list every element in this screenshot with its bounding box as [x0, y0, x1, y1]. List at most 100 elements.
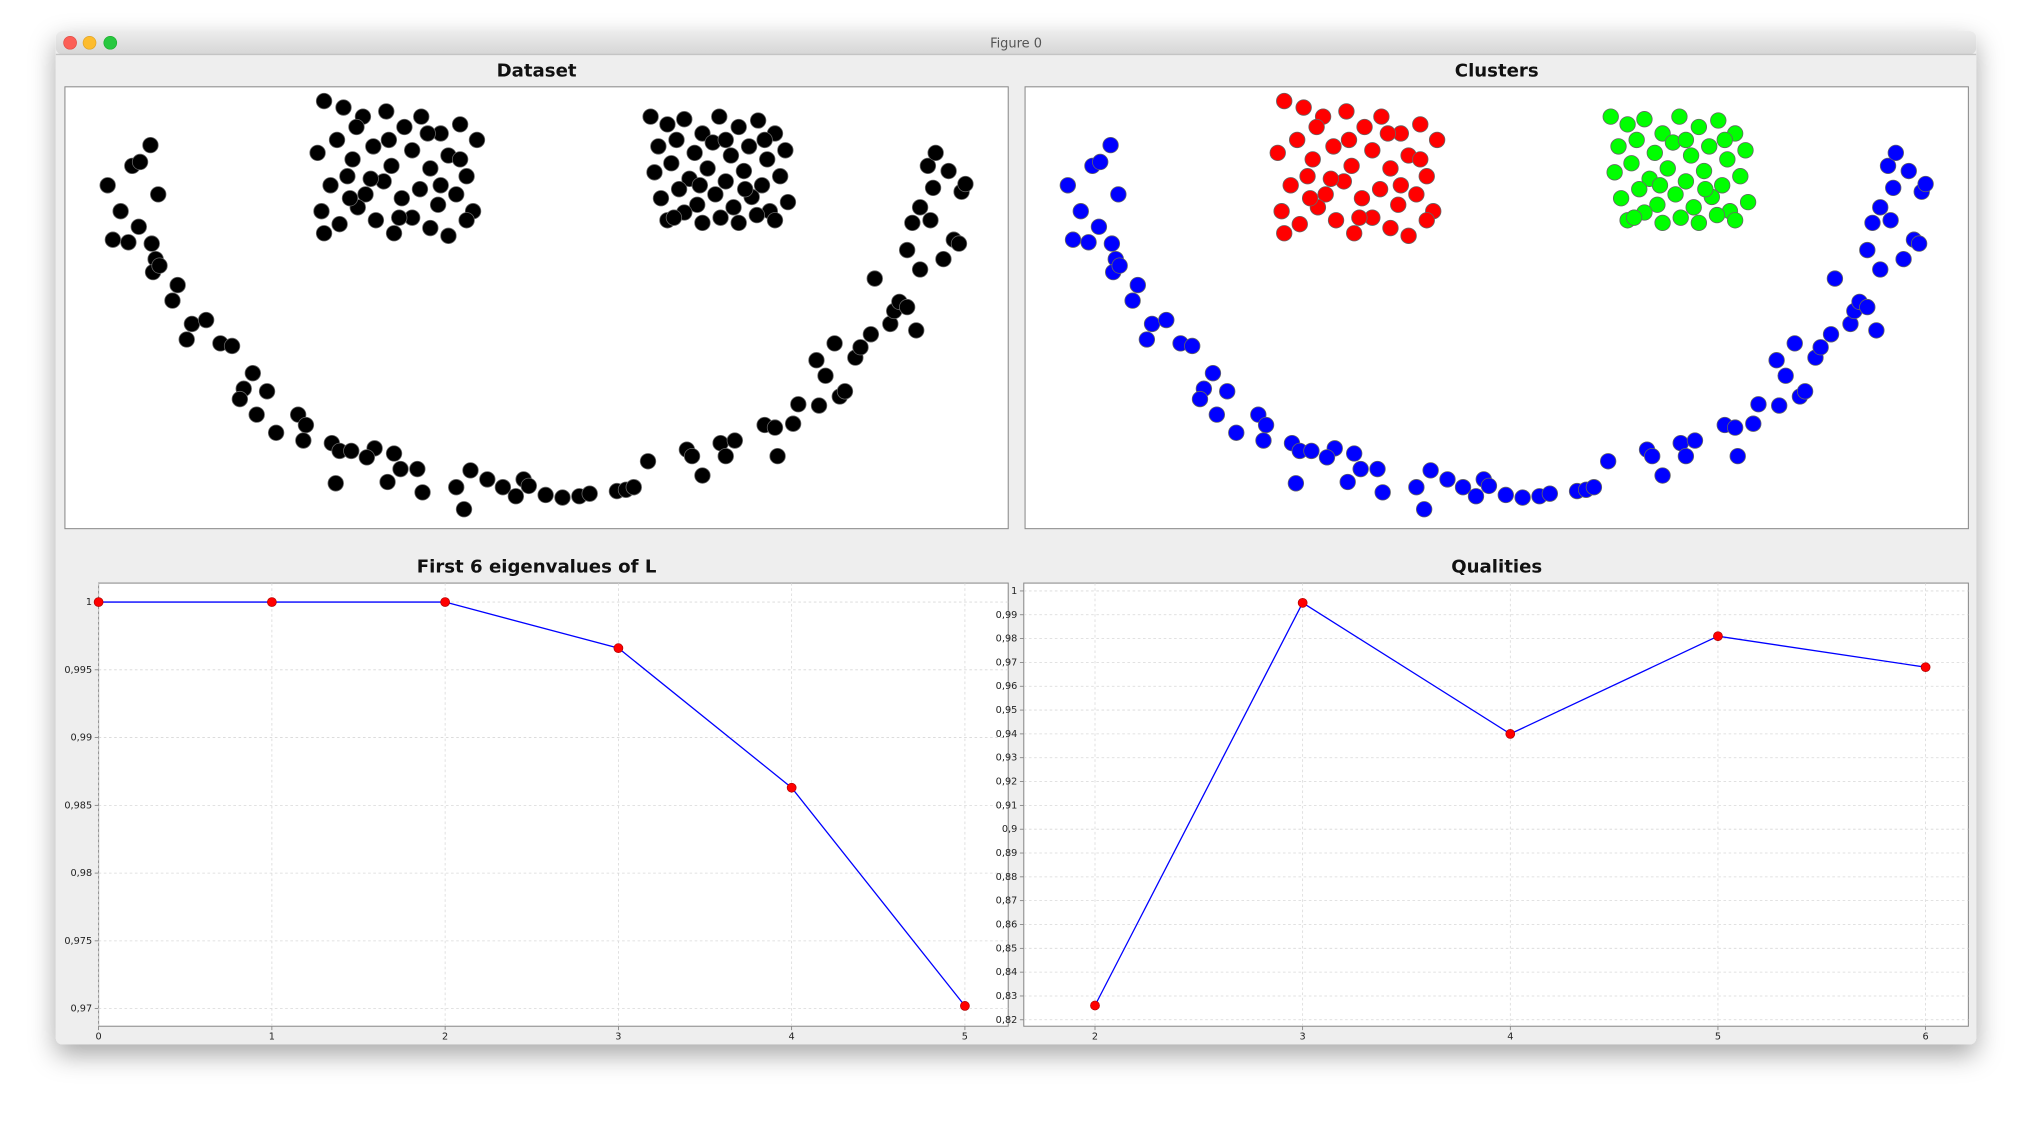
point	[143, 235, 160, 252]
point	[1143, 315, 1161, 333]
point	[385, 225, 403, 242]
point	[790, 396, 807, 413]
point	[1739, 193, 1757, 211]
point	[1677, 173, 1695, 190]
point	[1111, 257, 1128, 274]
marker	[1505, 729, 1516, 739]
point	[1822, 326, 1840, 343]
point	[1602, 108, 1619, 125]
point	[1672, 209, 1689, 226]
point	[711, 108, 728, 125]
point	[1382, 219, 1399, 237]
point	[904, 214, 921, 232]
point	[957, 175, 974, 193]
point	[1138, 331, 1156, 348]
point	[1726, 419, 1744, 436]
point	[663, 155, 680, 172]
y-tick-label: 1	[1011, 586, 1017, 597]
x-tick-label: 3	[1300, 1032, 1306, 1043]
x-tick-label: 1	[269, 1032, 275, 1043]
point	[668, 131, 685, 149]
point	[1729, 447, 1746, 465]
point	[1318, 449, 1336, 466]
point	[694, 125, 711, 142]
point	[120, 234, 137, 251]
point	[339, 168, 356, 185]
point	[448, 479, 465, 496]
point	[432, 177, 449, 194]
y-tick-label: 0,91	[996, 800, 1018, 811]
point	[1649, 196, 1666, 213]
point	[922, 212, 939, 229]
point	[1697, 181, 1714, 198]
point	[1599, 453, 1617, 470]
point	[665, 209, 683, 226]
point	[1379, 125, 1397, 142]
point	[150, 186, 167, 203]
point	[328, 131, 346, 149]
point	[642, 108, 659, 125]
point	[1826, 270, 1844, 287]
point	[322, 177, 339, 194]
marker	[440, 597, 450, 607]
point	[1373, 108, 1390, 125]
plot-area	[98, 582, 1009, 1027]
point	[836, 383, 854, 400]
point	[1338, 103, 1355, 120]
x-tick-label: 4	[789, 1032, 795, 1043]
point	[429, 196, 447, 213]
point	[362, 170, 379, 187]
point	[379, 473, 396, 491]
point	[327, 475, 344, 492]
point	[759, 151, 776, 168]
point	[898, 241, 916, 259]
point	[178, 331, 195, 348]
point	[699, 160, 716, 177]
point	[1467, 488, 1485, 505]
point	[1879, 157, 1897, 175]
point	[911, 261, 929, 278]
point	[1768, 352, 1785, 369]
point	[313, 203, 330, 220]
point	[383, 157, 400, 175]
marker	[786, 782, 797, 793]
point	[862, 326, 880, 343]
point	[331, 216, 348, 233]
point	[1514, 489, 1531, 506]
point	[315, 92, 333, 110]
point	[898, 298, 916, 316]
point	[142, 136, 159, 154]
point	[1737, 142, 1754, 159]
point	[1646, 144, 1663, 162]
marker	[960, 1001, 970, 1011]
point	[1346, 225, 1363, 242]
point	[1917, 175, 1934, 193]
point	[1732, 168, 1749, 185]
y-tick-label: 0,975	[64, 936, 92, 947]
point	[1059, 177, 1076, 194]
point	[1408, 479, 1425, 496]
point	[413, 108, 430, 125]
point	[1340, 131, 1358, 149]
point	[335, 99, 352, 116]
zoom-button[interactable]	[103, 35, 118, 50]
point	[1382, 160, 1399, 177]
point	[104, 231, 122, 248]
point	[341, 190, 359, 207]
close-button[interactable]	[63, 35, 77, 50]
point	[689, 196, 706, 213]
point	[694, 214, 711, 232]
point	[826, 335, 843, 352]
point	[1364, 142, 1381, 159]
point	[1631, 181, 1648, 198]
point	[717, 173, 734, 190]
point	[1353, 190, 1371, 207]
point	[419, 125, 436, 142]
point	[1346, 445, 1363, 462]
y-tick-label: 0,85	[996, 943, 1018, 954]
minimize-button[interactable]	[82, 35, 97, 50]
point	[1102, 136, 1119, 154]
point	[223, 337, 241, 355]
point	[1708, 206, 1726, 224]
